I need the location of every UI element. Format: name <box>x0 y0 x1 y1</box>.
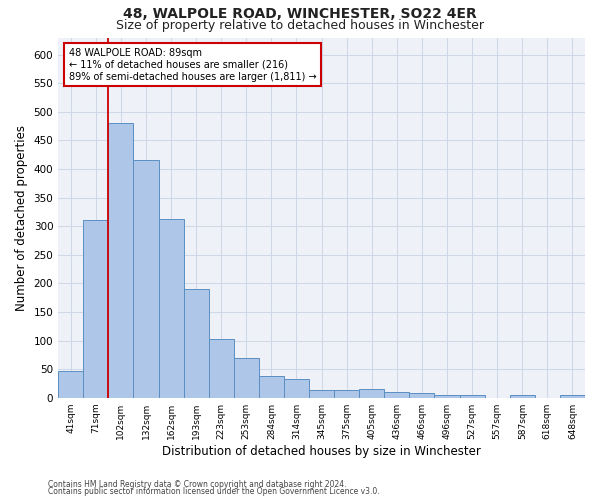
Bar <box>184 289 209 398</box>
Bar <box>109 124 133 398</box>
Bar <box>58 372 83 398</box>
Bar <box>510 395 535 398</box>
Bar <box>385 392 409 398</box>
Text: Size of property relative to detached houses in Winchester: Size of property relative to detached ho… <box>116 19 484 32</box>
X-axis label: Distribution of detached houses by size in Winchester: Distribution of detached houses by size … <box>162 444 481 458</box>
Bar <box>209 339 234 398</box>
Bar <box>83 220 109 398</box>
Text: 48 WALPOLE ROAD: 89sqm
← 11% of detached houses are smaller (216)
89% of semi-de: 48 WALPOLE ROAD: 89sqm ← 11% of detached… <box>69 48 316 82</box>
Bar <box>158 218 184 398</box>
Bar <box>359 389 385 398</box>
Text: Contains HM Land Registry data © Crown copyright and database right 2024.: Contains HM Land Registry data © Crown c… <box>48 480 347 489</box>
Text: 48, WALPOLE ROAD, WINCHESTER, SO22 4ER: 48, WALPOLE ROAD, WINCHESTER, SO22 4ER <box>123 8 477 22</box>
Bar <box>234 358 259 398</box>
Y-axis label: Number of detached properties: Number of detached properties <box>15 124 28 310</box>
Text: Contains public sector information licensed under the Open Government Licence v3: Contains public sector information licen… <box>48 487 380 496</box>
Bar <box>133 160 158 398</box>
Bar <box>409 392 434 398</box>
Bar <box>309 390 334 398</box>
Bar <box>284 380 309 398</box>
Bar <box>560 395 585 398</box>
Bar <box>460 395 485 398</box>
Bar <box>334 390 359 398</box>
Bar <box>259 376 284 398</box>
Bar <box>434 395 460 398</box>
